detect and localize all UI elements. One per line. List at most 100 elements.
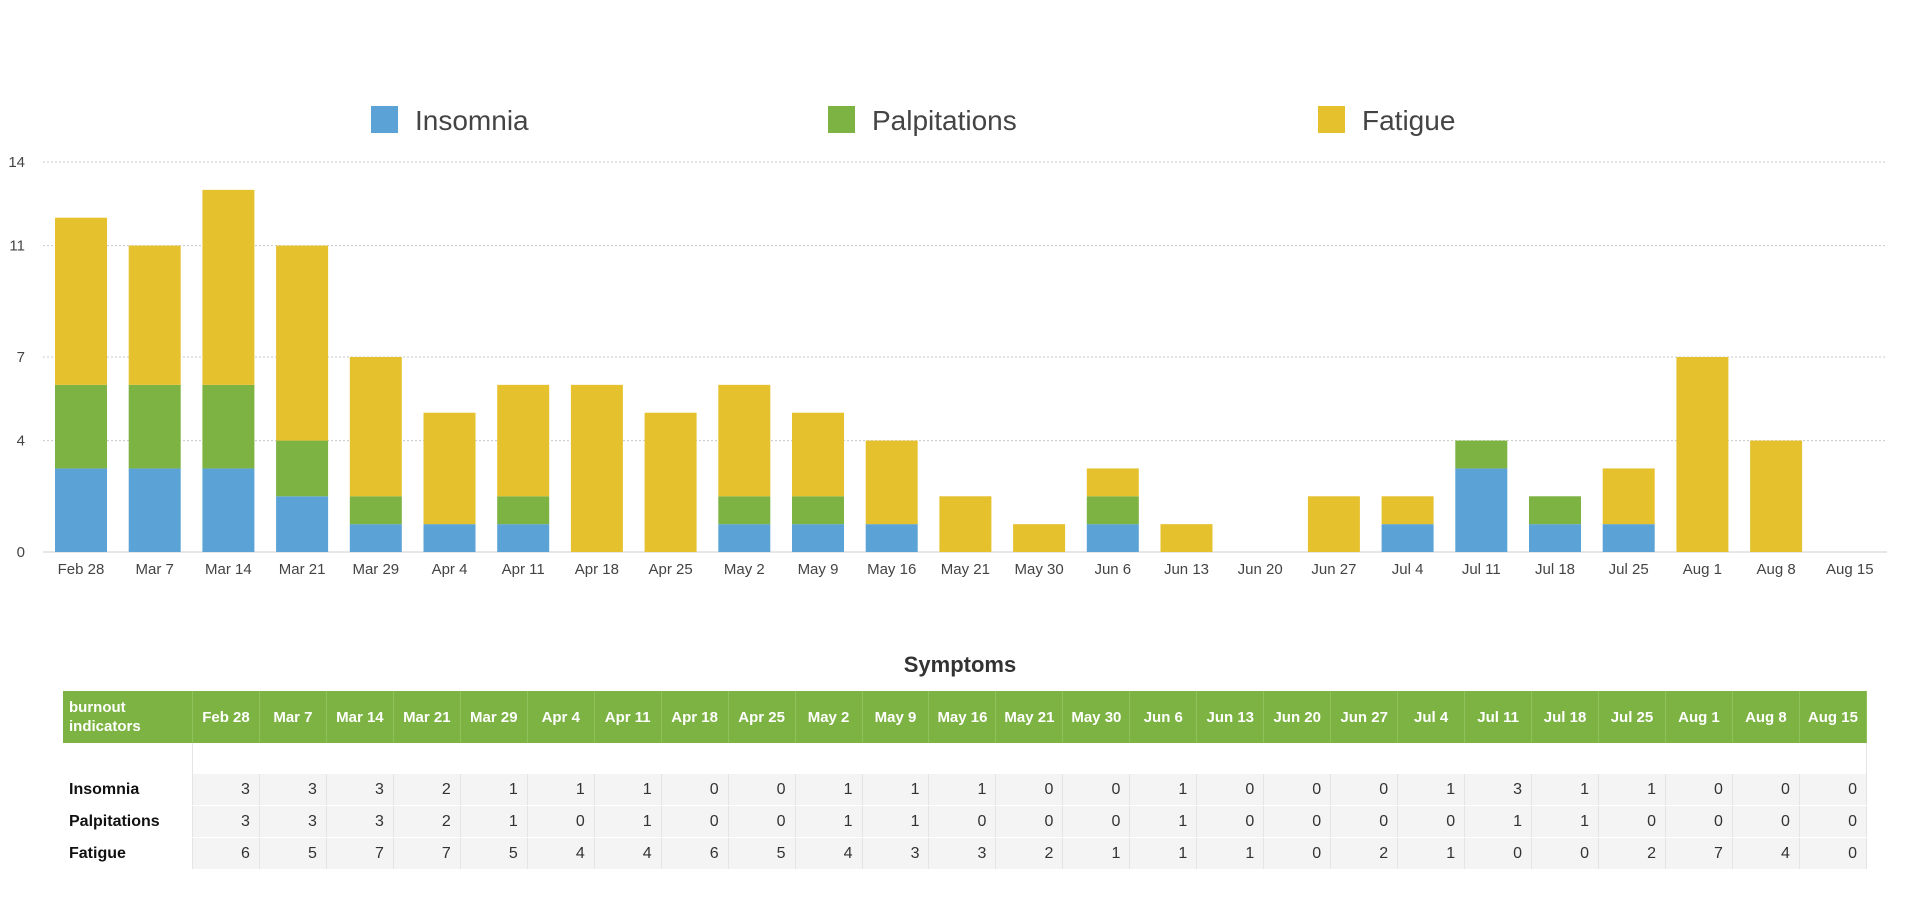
bar-segment-palpitations: [202, 384, 255, 469]
table-cell: 0: [1799, 837, 1868, 870]
table-cell: 0: [1665, 805, 1733, 838]
bar-segment-fatigue: [423, 412, 476, 525]
table-cell: 0: [661, 805, 729, 838]
table-cell: 4: [527, 837, 595, 870]
table-date-header: May 2: [795, 691, 863, 743]
x-tick-label: Aug 8: [1756, 561, 1795, 578]
x-tick-label: Apr 18: [575, 561, 619, 578]
table-cell: 7: [326, 837, 394, 870]
bar-segment-insomnia: [792, 524, 844, 552]
table-date-header: May 16: [928, 691, 997, 743]
x-tick-label: Apr 4: [432, 561, 468, 578]
bar-segment-fatigue: [1013, 524, 1066, 552]
y-tick-label: 14: [8, 154, 25, 171]
legend-label-fatigue: Fatigue: [1362, 105, 1455, 136]
table-cell: 3: [1464, 774, 1533, 806]
table-date-header: Aug 1: [1665, 691, 1733, 743]
table-date-header: Aug 8: [1732, 691, 1800, 743]
table-cell: 5: [728, 837, 796, 870]
bar-segment-insomnia: [718, 524, 771, 552]
table-cell: 3: [326, 805, 394, 838]
table-cell: 7: [393, 837, 461, 870]
bar-segment-palpitations: [1086, 496, 1139, 525]
table-row-palpitations: Palpitations 3 3 3 2 1 0 1 0 0 1 1 0 0 0 1 0 0 0 0 1 1 0 0 0 0: [63, 805, 1868, 838]
table-date-header: May 21: [995, 691, 1064, 743]
bar-segment-fatigue: [1676, 357, 1729, 552]
table-cell: 0: [1732, 774, 1800, 806]
table-cell: 6: [661, 837, 729, 870]
x-tick-label: Mar 7: [136, 561, 174, 578]
table-cell: 0: [728, 805, 796, 838]
table-cell: 1: [1531, 805, 1600, 838]
table-cell: 0: [527, 805, 595, 838]
table-cell: 1: [1129, 774, 1198, 806]
table-cell: 1: [594, 805, 662, 838]
bar-segment-fatigue: [570, 384, 623, 552]
table-row-label: Palpitations: [63, 805, 193, 838]
x-tick-label: Jun 13: [1164, 561, 1209, 578]
table-cell: 5: [259, 837, 327, 870]
table-cell: 0: [728, 774, 796, 806]
legend-swatch-palpitations: [828, 106, 855, 133]
table-date-header: Apr 4: [527, 691, 595, 743]
legend-swatch-fatigue: [1318, 106, 1345, 133]
y-tick-label: 11: [9, 238, 25, 255]
table-date-header: Jun 27: [1330, 691, 1399, 743]
table-cell: 1: [1397, 774, 1466, 806]
table-cell: 1: [594, 774, 662, 806]
legend-label-palpitations: Palpitations: [872, 105, 1017, 136]
table-body: Insomnia 3 3 3 2 1 1 1 0 0 1 1 1 0 0 1 0 0 0 1 3 1 1 0 0 0 Palpita…: [63, 743, 1868, 870]
table-cell: 1: [1397, 837, 1466, 870]
table-cell: 0: [995, 805, 1064, 838]
table-cell: 0: [1799, 774, 1868, 806]
x-tick-label: Jul 11: [1462, 561, 1501, 578]
table-cell: 3: [192, 774, 260, 806]
table-row-label: Insomnia: [63, 774, 193, 806]
bar-segment-insomnia: [1381, 524, 1434, 552]
x-tick-label: Mar 21: [279, 561, 326, 578]
table-date-header: Jul 4: [1397, 691, 1466, 743]
x-tick-label: Jun 27: [1311, 561, 1356, 578]
bar-segment-palpitations: [1529, 496, 1581, 525]
table-cell: 0: [661, 774, 729, 806]
bar-segment-insomnia: [1455, 468, 1508, 552]
x-tick-label: May 21: [941, 561, 990, 578]
table-cell: 1: [862, 774, 930, 806]
bar-segment-fatigue: [497, 384, 550, 497]
bar-segment-insomnia: [128, 468, 181, 552]
table-cell: 3: [259, 805, 327, 838]
x-tick-label: May 16: [867, 561, 916, 578]
table-cell: 5: [460, 837, 528, 870]
table-cell: 3: [192, 805, 260, 838]
table-cell: 1: [795, 805, 863, 838]
table-header-row: burnout indicators Feb 28 Mar 7 Mar 14 Mar …: [63, 691, 1868, 743]
table-row-insomnia: Insomnia 3 3 3 2 1 1 1 0 0 1 1 1 0 0 1 0 0 0 1 3 1 1 0 0 0: [63, 774, 1868, 806]
table-date-header: May 9: [862, 691, 930, 743]
table-date-header: Apr 11: [594, 691, 662, 743]
table-date-header: May 30: [1062, 691, 1131, 743]
table-cell: 0: [1799, 805, 1868, 838]
table-cell: 2: [995, 837, 1064, 870]
stacked-bar-chart: Insomnia Palpitations Fatigue 0 4 7 11 14 Feb …: [8, 105, 1887, 578]
table-date-header: Apr 25: [728, 691, 796, 743]
table-cell: 0: [1196, 805, 1265, 838]
x-tick-label: Jul 25: [1609, 561, 1649, 578]
table-cell: 0: [1062, 774, 1131, 806]
table-date-header: Jun 6: [1129, 691, 1198, 743]
table-cell: 0: [995, 774, 1064, 806]
x-tick-label: May 30: [1014, 561, 1063, 578]
table-cell: 1: [1464, 805, 1533, 838]
bar-segment-fatigue: [55, 217, 107, 385]
x-tick-label: Jun 6: [1094, 561, 1131, 578]
bar-segment-insomnia: [276, 496, 329, 552]
table-cell: 2: [393, 774, 461, 806]
table-cell: 6: [192, 837, 260, 870]
table-cell: 0: [1330, 805, 1399, 838]
table-date-header: Mar 21: [393, 691, 461, 743]
x-tick-label: Jun 20: [1238, 561, 1283, 578]
bar-segment-insomnia: [1602, 524, 1655, 552]
y-tick-label: 0: [17, 544, 25, 561]
table-cell: 0: [1263, 837, 1332, 870]
bar-segment-fatigue: [865, 440, 918, 525]
table-cell: 3: [928, 837, 997, 870]
